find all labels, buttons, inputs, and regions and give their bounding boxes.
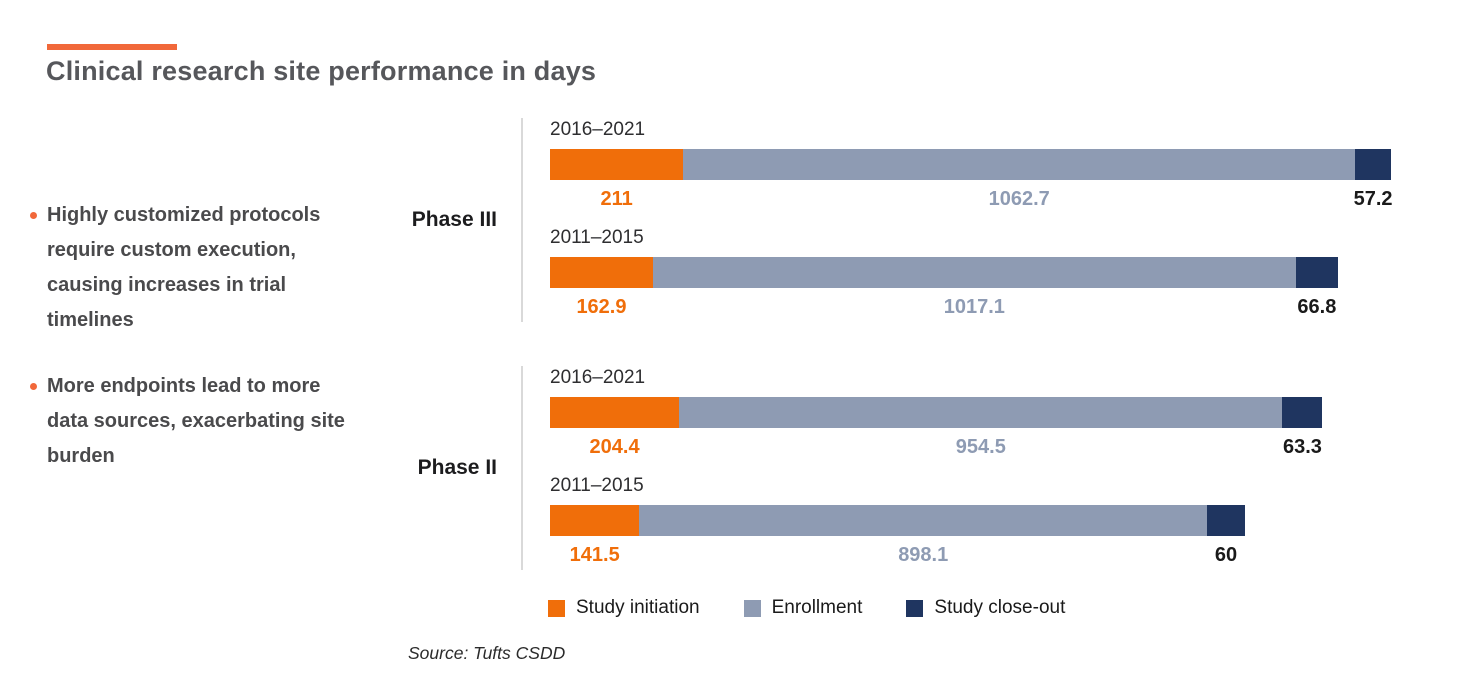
bullet-item: More endpoints lead to more data sources…	[30, 369, 390, 474]
bar-segment-enrollment	[639, 505, 1208, 536]
value-label-study-initiation: 211	[600, 188, 633, 210]
bar-segment-study-initiation	[550, 505, 640, 536]
period-label: 2011–2015	[550, 227, 644, 248]
bar-segment-study-close-out	[1282, 397, 1323, 428]
phase-group-rows: 2016–2021 211 1062.7 57.2 2011–2015 162.9 1017…	[521, 118, 1393, 322]
value-label-enrollment: 1062.7	[988, 188, 1050, 210]
phase-group-phase-ii: Phase II 2016–2021 204.4 954.5 63.3 2011–2015…	[380, 366, 1391, 570]
period-label: 2016–2021	[550, 119, 646, 140]
bullet-dot-icon	[30, 383, 37, 390]
value-labels: 204.4 954.5 63.3	[550, 436, 1322, 462]
bar-row: 2016–2021 204.4 954.5 63.3	[550, 366, 1323, 462]
value-label-study-initiation: 162.9	[576, 296, 627, 318]
stacked-bar	[550, 397, 1323, 428]
bar-row: 2011–2015 162.9 1017.1 66.8	[550, 226, 1391, 322]
chart-legend: Study initiation Enrollment Study close-ou…	[548, 597, 1065, 619]
legend-label: Study close-out	[934, 597, 1066, 618]
value-label-enrollment: 1017.1	[943, 296, 1005, 318]
phase-label: Phase II	[417, 456, 497, 479]
bar-segment-study-initiation	[550, 149, 684, 180]
value-label-study-close-out: 60	[1214, 544, 1238, 566]
phase-group-rows: 2016–2021 204.4 954.5 63.3 2011–2015 141.5 898…	[521, 366, 1323, 570]
value-label-study-initiation: 204.4	[589, 436, 640, 458]
bar-row: 2016–2021 211 1062.7 57.2	[550, 118, 1393, 214]
legend-label: Study initiation	[576, 597, 700, 618]
period-label: 2016–2021	[550, 367, 646, 388]
value-label-study-close-out: 66.8	[1297, 296, 1337, 318]
bar-segment-study-initiation	[550, 257, 653, 288]
bullet-dot-icon	[30, 212, 37, 219]
chart-area: Phase III 2016–2021 211 1062.7 57.2 2011–2015…	[380, 118, 1393, 614]
bar-segment-enrollment	[652, 257, 1296, 288]
value-label-enrollment: 954.5	[955, 436, 1006, 458]
legend-swatch-study-initiation	[548, 599, 565, 617]
phase-group-phase-iii: Phase III 2016–2021 211 1062.7 57.2 2011–2015…	[380, 118, 1393, 322]
stacked-bar	[550, 257, 1391, 288]
bar-segment-study-close-out	[1295, 257, 1338, 288]
legend-item-study-initiation: Study initiation	[548, 597, 700, 619]
bar-segment-enrollment	[679, 397, 1283, 428]
source-note: Source: Tufts CSDD	[408, 643, 566, 663]
value-label-enrollment: 898.1	[898, 544, 949, 566]
legend-label: Enrollment	[771, 597, 863, 618]
legend-item-enrollment: Enrollment	[743, 597, 863, 619]
bullet-list: Highly customized protocols require cust…	[30, 198, 390, 505]
value-label-study-initiation: 141.5	[569, 544, 620, 566]
legend-swatch-study-close-out	[906, 599, 924, 617]
legend-item-study-close-out: Study close-out	[906, 597, 1065, 619]
bar-segment-enrollment	[683, 149, 1355, 180]
phase-label: Phase III	[411, 208, 497, 231]
bar-row: 2011–2015 141.5 898.1 60	[550, 474, 1322, 570]
bar-segment-study-close-out	[1207, 505, 1245, 536]
stacked-bar	[550, 505, 1322, 536]
period-label: 2011–2015	[550, 475, 644, 496]
value-labels: 162.9 1017.1 66.8	[550, 296, 1391, 322]
title-accent-line	[47, 44, 177, 50]
value-labels: 211 1062.7 57.2	[550, 188, 1393, 214]
bullet-text: Highly customized protocols require cust…	[47, 204, 321, 331]
value-label-study-close-out: 63.3	[1282, 436, 1322, 458]
bar-segment-study-close-out	[1354, 149, 1392, 180]
page-title: Clinical research site performance in da…	[46, 56, 597, 86]
bullet-text: More endpoints lead to more data sources…	[47, 375, 345, 467]
bar-segment-study-initiation	[550, 397, 680, 428]
stacked-bar	[550, 149, 1392, 180]
bullet-item: Highly customized protocols require cust…	[30, 198, 390, 338]
value-label-study-close-out: 57.2	[1353, 188, 1393, 210]
legend-swatch-enrollment	[743, 599, 761, 617]
value-labels: 141.5 898.1 60	[550, 544, 1322, 570]
